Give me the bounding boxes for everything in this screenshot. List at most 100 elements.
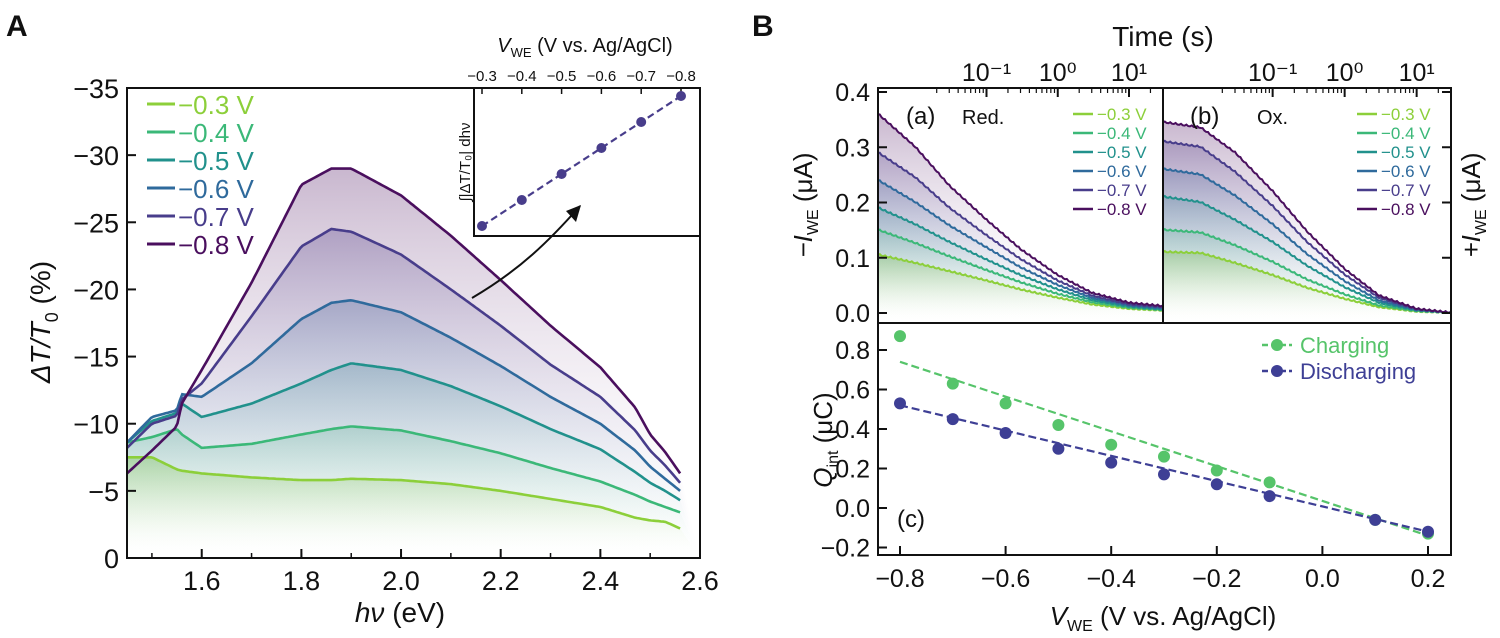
series-line [877,113,1164,308]
voltage-tick-label: −0.6 [981,565,1030,593]
data-point [894,397,906,410]
panel-b-a-letter: (a) [906,103,935,130]
panel-b-b-letter: (b) [1190,103,1219,130]
panel-a-legend: −0.3 V−0.4 V−0.5 V−0.6 V−0.7 V−0.8 V [147,90,255,260]
panel-b-b-title: Ox. [1257,107,1288,129]
data-point [1158,450,1170,463]
data-point [1210,464,1223,477]
panel-a-x-axis-label-unit: (eV) [384,597,445,628]
series-line [877,179,1164,310]
panel-b-a-legend: −0.3 V−0.4 V−0.5 V−0.6 V−0.7 V−0.8 V [1073,105,1147,219]
panel-a-x-axis-label: hν (eV) [355,597,445,628]
charge-y-tick-label: −0.2 [821,535,870,563]
time-tick-label: 10¹ [1399,59,1435,87]
panel-b-label: B [752,10,774,43]
y-tick-label: −10 [73,410,119,440]
charge-axis-label: Qint (μC) [808,392,842,487]
series-line [126,298,681,492]
time-tick-label: 10⁰ [1039,59,1077,87]
inset-axis-label: VWE (V vs. Ag/AgCl) [497,35,672,60]
callout-arrow-head [566,205,581,222]
voltage-tick-label: −0.8 [875,565,924,593]
data-point [999,397,1012,410]
data-point [1105,438,1118,451]
fit-line [899,360,1429,537]
inset-fit-line [481,95,682,227]
data-point [946,413,959,426]
panel-b-a-title: Red. [962,107,1004,129]
x-tick-label: 1.6 [183,566,221,596]
legend-marker [1271,339,1283,351]
series-line [126,167,682,475]
legend-label: −0.3 V [178,90,255,120]
current-y-tick-label: 0.0 [835,300,870,328]
legend-marker [1271,365,1283,377]
data-point [1210,478,1223,491]
legend-label: −0.6 V [178,174,255,204]
voltage-tick-label: 0.2 [1411,565,1446,593]
inset-tick-label: −0.7 [626,68,656,85]
legend-label: −0.7 V [178,202,255,232]
inset-point [596,143,607,153]
legend-label: −0.4 V [178,118,255,148]
y-tick-label: −5 [88,477,119,507]
series-line [126,227,682,484]
series-line [127,456,681,530]
inset-tick-label: −0.6 [587,68,617,85]
charge-y-tick-label: 0.4 [835,416,870,444]
y-tick-label: −35 [73,74,119,104]
voltage-tick-label: −0.2 [1192,565,1241,593]
x-tick-label: 2.2 [482,566,520,596]
legend-label: −0.6 V [1097,162,1147,181]
charge-y-tick-label: 0.0 [835,495,870,523]
inset-tick-label: −0.8 [666,68,696,85]
series-line [1162,120,1452,314]
panel-a-y-axis-label-sub: 0 [42,312,62,322]
left-current-axis-label: −IWE (μA) [788,152,822,257]
left-current-axis-label-unit: (μA) [788,152,818,209]
data-point [894,330,906,343]
legend-label: −0.3 V [1097,105,1147,124]
panel-a-areas [127,168,700,558]
time-axis-ticks: 10⁻¹ 10⁻¹ 10⁰ 10⁰ 10¹ 10¹ [936,59,1452,97]
charge-y-tick-label: 0.6 [835,377,870,405]
series-line [877,228,1164,312]
series-line [1162,227,1452,314]
legend-label: −0.4 V [1381,124,1431,143]
inset-point [477,221,487,231]
voltage-axis-label-unit: (V vs. Ag/AgCl) [1093,601,1277,631]
inset-axis-label-unit: (V vs. Ag/AgCl) [532,35,673,57]
legend-label: −0.8 V [1381,200,1431,219]
data-point [1263,476,1276,489]
panel-a-y-axis-label: ΔT/T0 (%) [25,261,62,384]
panel-a-inset: VWE (V vs. Ag/AgCl) −0.3 −0.4 −0.5 −0.6 −0.7… [457,35,701,237]
series-line [877,253,1164,312]
panel-a-y-axis-label-unit: (%) [25,261,56,312]
current-y-ticks: 0.4 0.3 0.2 0.1 0.0 [835,79,1451,328]
current-y-tick-label: 0.3 [835,134,870,162]
legend-label: −0.4 V [1097,124,1147,143]
inset-point [636,117,647,127]
inset-tick-label: −0.5 [547,68,577,85]
y-tick-label: 0 [104,544,119,574]
right-current-axis-label-sub: WE [1473,209,1490,235]
panel-a: A −35 −30 −25 −20 −15 −10 −5 0 1.6 1.8 2.0 2.2 2.4 2… [6,10,719,628]
time-tick-label: 10⁰ [1326,59,1364,87]
charge-y-tick-label: 0.2 [835,456,870,484]
voltage-tick-label: −0.4 [1087,565,1136,593]
current-y-tick-label: 0.1 [835,245,870,273]
callout-arrow [471,205,581,299]
left-current-axis-label-pre: −I [788,235,818,257]
legend-label: −0.5 V [1381,143,1431,162]
legend-label: −0.5 V [178,146,255,176]
y-tick-label: −20 [73,275,119,305]
inset-point [676,91,686,101]
charge-data [894,330,1434,540]
inset-axis-label-sub: WE [511,45,532,60]
inset-point [516,195,527,205]
left-current-axis-label-sub: WE [805,209,822,235]
legend-label: Discharging [1300,359,1416,384]
data-point [1158,468,1170,481]
